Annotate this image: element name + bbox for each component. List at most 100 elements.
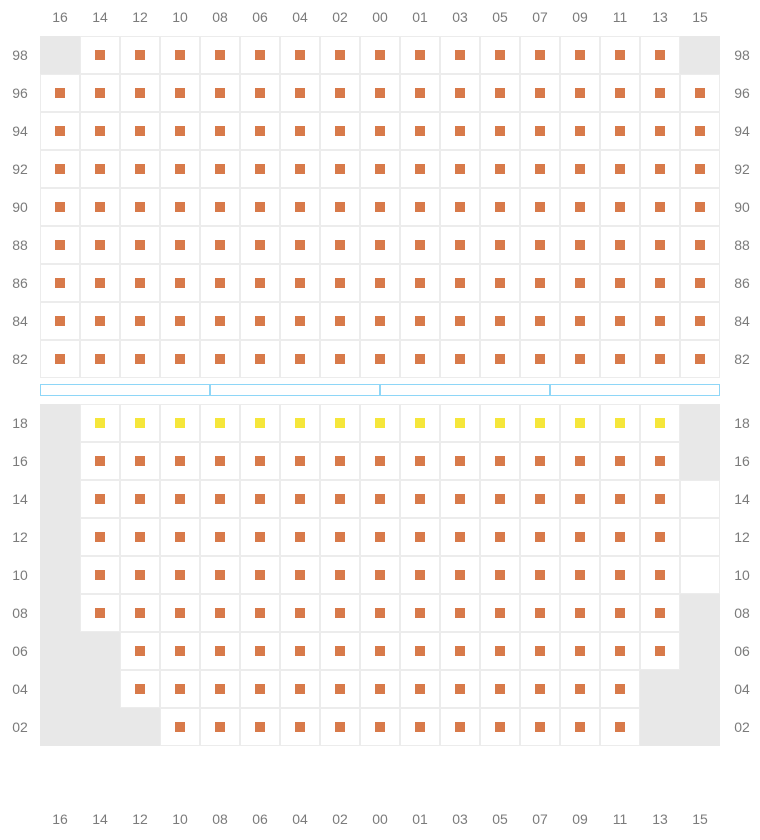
col-label-top: 16 (40, 8, 80, 26)
col-label-top: 07 (520, 8, 560, 26)
seat-marker (695, 354, 705, 364)
seat-marker (335, 164, 345, 174)
seat-marker (575, 164, 585, 174)
seat-marker (615, 494, 625, 504)
seat-marker (455, 316, 465, 326)
seat-marker (495, 278, 505, 288)
seat-cell[interactable] (680, 556, 720, 594)
row-label-left: 90 (8, 197, 32, 217)
seat-marker (455, 50, 465, 60)
seat-marker (215, 494, 225, 504)
seat-marker (135, 532, 145, 542)
seat-marker (375, 88, 385, 98)
seat-marker (535, 456, 545, 466)
seat-marker (175, 240, 185, 250)
seat-marker (55, 202, 65, 212)
seat-marker (415, 532, 425, 542)
seat-marker (535, 126, 545, 136)
row-label-right: 18 (730, 413, 754, 433)
seat-cell[interactable] (680, 518, 720, 556)
row-label-left: 08 (8, 603, 32, 623)
seat-marker (255, 456, 265, 466)
col-label-bottom: 12 (120, 810, 160, 828)
seat-marker (495, 722, 505, 732)
seat-marker (135, 494, 145, 504)
seat-marker (535, 532, 545, 542)
seat-marker (255, 278, 265, 288)
row-label-left: 12 (8, 527, 32, 547)
seat-marker (655, 278, 665, 288)
seat-marker (615, 646, 625, 656)
seat-marker (535, 418, 545, 428)
seat-marker (415, 354, 425, 364)
seat-marker (615, 126, 625, 136)
col-label-bottom: 06 (240, 810, 280, 828)
seat-marker (175, 354, 185, 364)
seat-marker (95, 418, 105, 428)
seat-marker (415, 164, 425, 174)
col-label-bottom: 00 (360, 810, 400, 828)
seat-marker (495, 646, 505, 656)
seat-marker (295, 608, 305, 618)
col-label-top: 14 (80, 8, 120, 26)
seat-marker (95, 88, 105, 98)
seat-marker (615, 240, 625, 250)
seat-marker (575, 418, 585, 428)
seat-marker (175, 316, 185, 326)
seat-marker (215, 608, 225, 618)
seat-marker (615, 50, 625, 60)
seat-marker (415, 278, 425, 288)
seat-marker (95, 532, 105, 542)
seat-marker (335, 494, 345, 504)
seat-marker (135, 316, 145, 326)
seat-marker (255, 202, 265, 212)
seat-marker (335, 418, 345, 428)
col-label-bottom: 07 (520, 810, 560, 828)
seat-marker (495, 418, 505, 428)
seat-marker (415, 494, 425, 504)
seat-marker (255, 88, 265, 98)
row-label-right: 90 (730, 197, 754, 217)
seat-marker (415, 240, 425, 250)
col-label-top: 04 (280, 8, 320, 26)
seating-chart: 1616141412121010080806060404020200000101… (0, 0, 760, 840)
col-label-bottom: 01 (400, 810, 440, 828)
seat-marker (295, 164, 305, 174)
row-label-left: 98 (8, 45, 32, 65)
seat-marker (535, 354, 545, 364)
seat-marker (495, 354, 505, 364)
seat-marker (255, 126, 265, 136)
seat-marker (335, 202, 345, 212)
seat-marker (175, 722, 185, 732)
seat-cell[interactable] (680, 480, 720, 518)
seat-marker (175, 608, 185, 618)
seat-marker (255, 684, 265, 694)
row-label-left: 92 (8, 159, 32, 179)
col-label-bottom: 14 (80, 810, 120, 828)
seat-marker (95, 316, 105, 326)
seat-marker (215, 50, 225, 60)
seat-marker (455, 532, 465, 542)
col-label-top: 13 (640, 8, 680, 26)
seat-marker (655, 50, 665, 60)
seat-marker (455, 646, 465, 656)
seat-marker (135, 164, 145, 174)
seat-marker (215, 456, 225, 466)
seat-marker (575, 608, 585, 618)
seat-marker (535, 202, 545, 212)
seat-marker (655, 354, 665, 364)
seat-marker (655, 646, 665, 656)
seat-marker (535, 88, 545, 98)
seat-marker (255, 164, 265, 174)
seat-marker (375, 494, 385, 504)
seat-marker (615, 684, 625, 694)
seat-marker (375, 456, 385, 466)
seat-marker (215, 684, 225, 694)
col-label-top: 03 (440, 8, 480, 26)
seat-marker (455, 126, 465, 136)
divider-segment (550, 384, 720, 396)
seat-marker (95, 494, 105, 504)
row-label-right: 02 (730, 717, 754, 737)
seat-marker (295, 240, 305, 250)
seat-marker (615, 456, 625, 466)
